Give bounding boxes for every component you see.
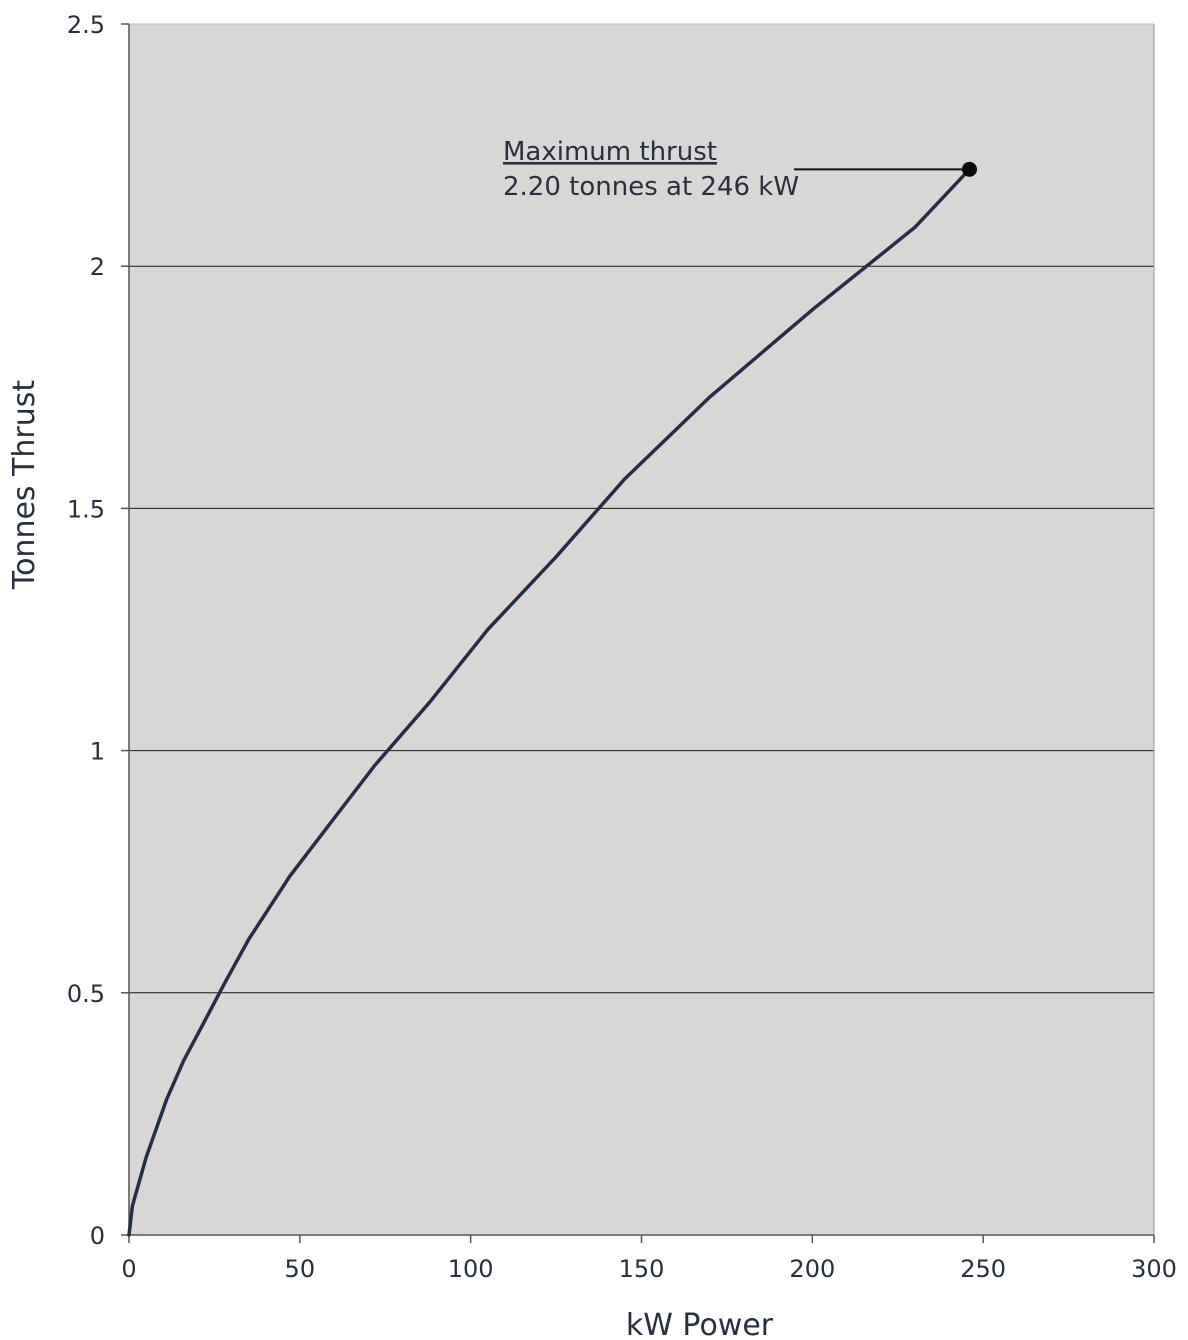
y-tick-label-1.5: 1.5 [67,495,105,523]
annotation-title: Maximum thrust [503,137,717,167]
x-axis-title: kW Power [626,1308,774,1340]
y-tick-label-0.5: 0.5 [67,980,105,1008]
series-layer [127,167,972,1237]
x-tick-label-0: 0 [121,1255,136,1283]
x-tick-label-250: 250 [960,1255,1006,1283]
y-axis-title: Tonnes Thrust [7,380,42,591]
y-tick-label-2: 2 [90,253,105,281]
x-tick-label-100: 100 [448,1255,494,1283]
series-line-0 [127,167,972,1237]
grid-lines [129,265,1154,994]
x-tick-label-150: 150 [619,1255,665,1283]
y-tick-label-1: 1 [90,738,105,766]
annotation-text: 2.20 tonnes at 246 kW [503,172,799,202]
x-tick-label-200: 200 [789,1255,835,1283]
x-tick-label-300: 300 [1131,1255,1177,1283]
annotation: Maximum thrust 2.20 tonnes at 246 kW [503,137,977,202]
y-tick-label-0: 0 [90,1222,105,1250]
x-tick-label-50: 50 [285,1255,316,1283]
y-tick-label-2.5: 2.5 [67,11,105,39]
tick-labels: 0 50 100 150 200 250 300 0 0.5 1 1.5 2 2.5 [67,11,1177,1283]
max-thrust-marker [962,161,977,177]
plot-background [129,24,1154,1235]
